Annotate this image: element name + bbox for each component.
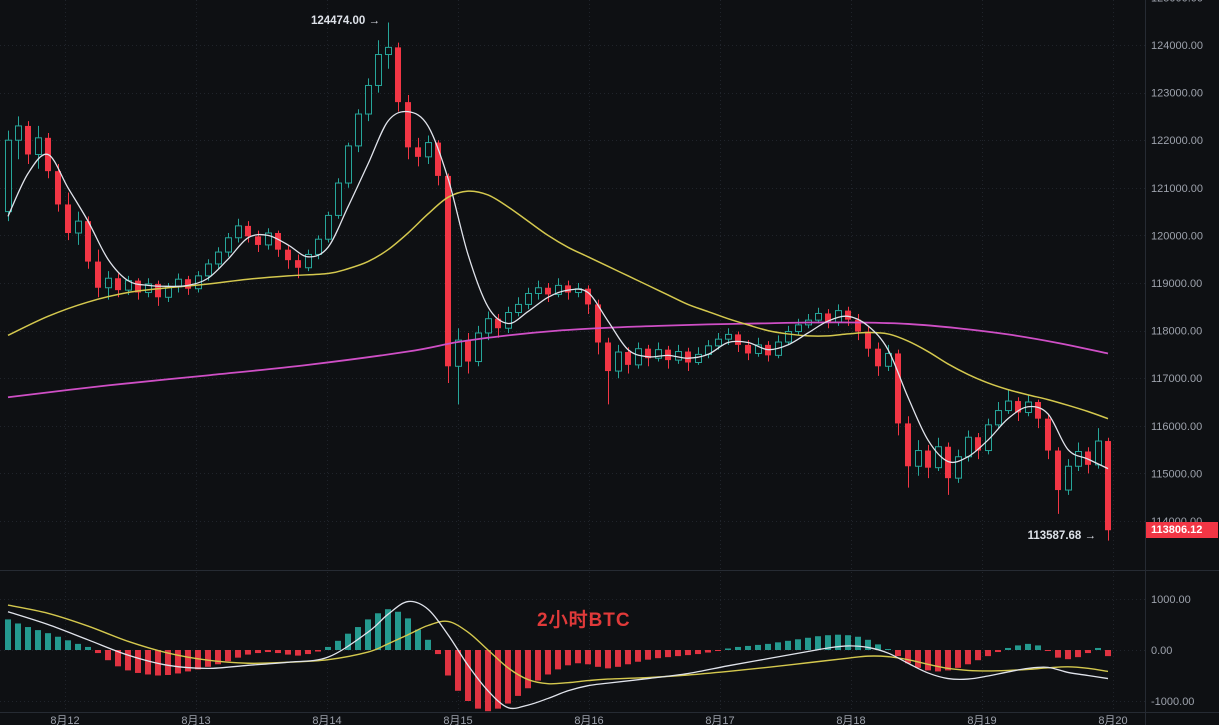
macd-axis-label: 0.00 [1151, 645, 1172, 657]
time-scale[interactable]: 8月12 8月13 8月14 8月15 8月16 8月17 8月18 8月19 8月20 [50, 715, 1127, 725]
time-axis-label: 8月16 [574, 715, 603, 725]
macd-lines-layer [7, 600, 1109, 710]
price-axis-label: 119000.00 [1151, 278, 1202, 290]
time-axis-label: 8月12 [50, 715, 79, 725]
price-axis-label: 115000.00 [1151, 468, 1202, 480]
macd-axis-label: 1000.00 [1151, 594, 1191, 606]
price-axis-label: 122000.00 [1151, 135, 1203, 147]
time-axis-label: 8月17 [705, 715, 734, 725]
moving-averages-layer [7, 110, 1109, 470]
ma_fast-line [7, 110, 1109, 470]
price-axis-label: 118000.00 [1151, 326, 1202, 338]
price-axis-label: 117000.00 [1151, 373, 1202, 385]
time-axis-label: 8月18 [836, 715, 865, 725]
price-axis-label: 116000.00 [1151, 421, 1202, 433]
price-axis-label: 125000.00 [1151, 0, 1203, 4]
candles-layer [5, 22, 1111, 541]
ma_mid-line [7, 190, 1109, 420]
high-price-label: 124474.00 → [310, 15, 380, 27]
time-axis-label: 8月14 [312, 715, 341, 725]
time-axis-label: 8月13 [181, 715, 210, 725]
indicator-title-label: 2小时BTC [537, 610, 631, 631]
low-price-label: 113587.68 → [1027, 530, 1096, 542]
price-axis-label: 123000.00 [1151, 88, 1203, 100]
price-scale[interactable]: 125000.00 124000.00 123000.00 122000.00 1210… [1151, 0, 1203, 708]
last-price-badge: 113806.12 [1146, 522, 1218, 538]
time-axis-label: 8月15 [443, 715, 472, 725]
price-axis-label: 124000.00 [1151, 40, 1203, 52]
macd-axis-label: -1000.00 [1151, 696, 1194, 708]
time-axis-label: 8月20 [1098, 715, 1127, 725]
time-axis-label: 8月19 [967, 715, 996, 725]
macd-histogram-layer [5, 609, 1111, 712]
ma_slow-line [7, 321, 1109, 399]
price-axis-label: 121000.00 [1151, 183, 1203, 195]
price-axis-label: 120000.00 [1151, 230, 1203, 242]
macd-line [7, 600, 1109, 710]
